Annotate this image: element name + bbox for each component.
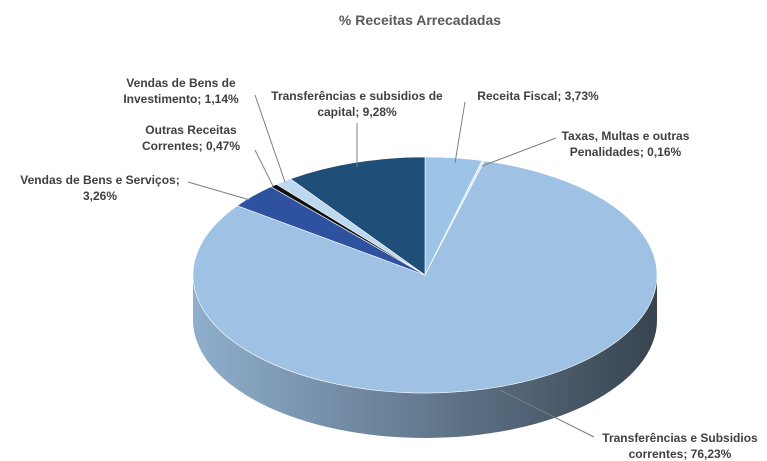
pie-side-shade bbox=[193, 275, 657, 438]
leader-line bbox=[499, 389, 595, 438]
data-label: Transferências e subsidios de capital; 9… bbox=[271, 89, 443, 119]
data-label: Receita Fiscal; 3,73% bbox=[477, 89, 599, 103]
data-label: Vendas de Bens de Investimento; 1,14% bbox=[123, 76, 239, 106]
leader-line bbox=[454, 101, 466, 164]
data-label: Taxas, Multas e outras Penalidades; 0,16… bbox=[561, 129, 690, 159]
leader-line bbox=[254, 149, 274, 187]
leader-line bbox=[187, 181, 251, 201]
pie-slice bbox=[192, 160, 658, 394]
pie-slice bbox=[289, 156, 426, 276]
data-label: Vendas de Bens e Serviços; 3,26% bbox=[20, 173, 180, 203]
data-label: Outras Receitas Correntes; 0,47% bbox=[141, 123, 241, 153]
chart-title: % Receitas Arrecadadas bbox=[338, 12, 502, 28]
data-label: Transferências e Subsidios correntes; 76… bbox=[602, 431, 758, 461]
leader-line bbox=[481, 137, 557, 167]
leader-line bbox=[254, 94, 286, 183]
